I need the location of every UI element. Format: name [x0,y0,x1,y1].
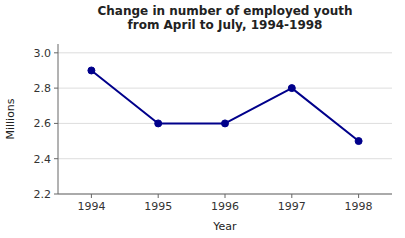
x-tick-label: 1994 [77,200,105,213]
point [355,138,362,145]
grid-line [58,158,392,159]
grid-line [58,52,392,53]
point [222,120,229,127]
x-tick-label: 1995 [144,200,172,213]
title-line: Change in number of employed youth [98,4,353,18]
x-tick [91,194,92,198]
y-axis-label: Millions [4,98,17,139]
x-tick [158,194,159,198]
x-axis-line [58,194,392,195]
x-tick-label: 1998 [345,200,373,213]
grid-line [58,88,392,89]
y-tick [54,123,58,124]
x-tick-label: 1996 [211,200,239,213]
point [288,85,295,92]
y-tick-label: 2.6 [34,117,52,130]
y-tick [54,194,58,195]
y-axis-line [58,44,59,194]
x-tick [291,194,292,198]
y-tick-label: 2.8 [34,82,52,95]
title-line: from April to July, 1994-1998 [128,18,323,32]
chart-container: Change in number of employed youthfrom A… [0,0,405,238]
y-tick-label: 2.2 [34,188,52,201]
x-axis-label: Year [212,220,237,233]
grid-line [58,194,392,195]
plot-area [88,67,362,145]
chart-title: Change in number of employed youthfrom A… [98,4,353,32]
x-tick [225,194,226,198]
y-tick [54,158,58,159]
y-tick-label: 3.0 [34,47,52,60]
chart-svg: Change in number of employed youthfrom A… [0,0,405,238]
point [88,67,95,74]
x-tick [358,194,359,198]
line [91,70,358,141]
x-tick-label: 1997 [278,200,306,213]
y-tick [54,88,58,89]
point [155,120,162,127]
y-tick [54,52,58,53]
y-tick-label: 2.4 [34,153,52,166]
